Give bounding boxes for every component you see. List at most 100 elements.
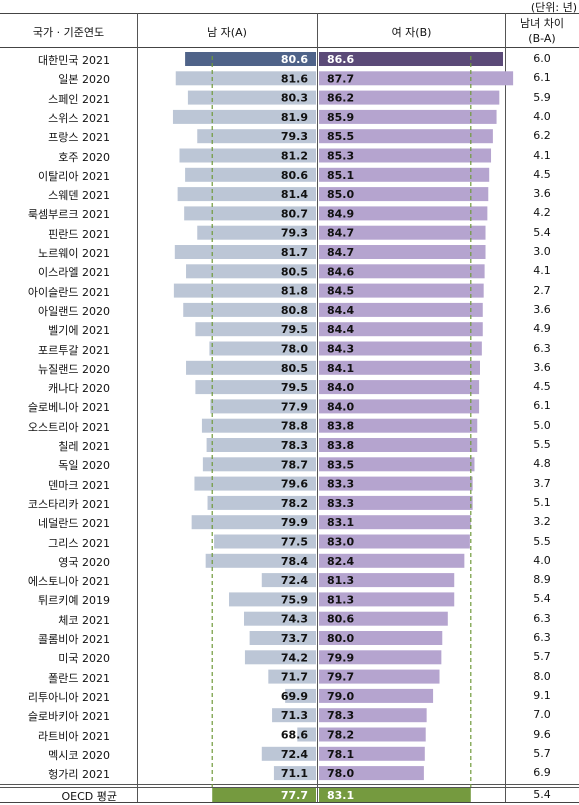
row-diff: 3.7 (533, 476, 551, 490)
row-diff: 6.9 (533, 766, 551, 780)
row-diff: 6.3 (533, 341, 551, 355)
row-diff: 4.5 (533, 167, 551, 181)
row-diff: 4.0 (533, 109, 551, 123)
bar-male (195, 380, 316, 395)
bar-female (319, 71, 514, 86)
bar-male (173, 283, 316, 298)
bar-male (210, 399, 316, 414)
label-male: 78.0 (281, 343, 308, 356)
bar-female (319, 457, 475, 472)
bar-male (197, 129, 316, 144)
label-female: 83.1 (327, 789, 354, 802)
bar-female (319, 264, 485, 279)
column-divider-sex (317, 13, 318, 803)
row-diff: 4.1 (533, 148, 551, 162)
label-male: 78.3 (281, 439, 308, 452)
label-female: 84.7 (327, 246, 354, 259)
bar-female (319, 148, 492, 163)
label-male: 75.9 (281, 593, 308, 606)
row-label: OECD 평균 (61, 790, 118, 803)
bar-female (319, 669, 440, 684)
row-diff: 5.1 (533, 495, 551, 509)
label-female: 85.1 (327, 169, 354, 182)
label-female: 85.0 (327, 188, 354, 201)
bar-male (261, 746, 316, 761)
bar-male (207, 495, 316, 510)
bar-male (186, 264, 316, 279)
label-male: 71.7 (281, 671, 308, 684)
row-label: 체코 2021 (58, 613, 110, 627)
row-label: 튀르키예 2019 (38, 594, 110, 608)
row-diff: 3.2 (533, 515, 551, 529)
bar-male (197, 225, 316, 240)
row-label: 아이슬란드 2021 (27, 285, 110, 299)
row-diff: 5.0 (533, 418, 551, 432)
unit-note: (단위: 년) (530, 1, 577, 14)
label-female: 84.3 (327, 343, 354, 356)
column-divider-diff (505, 13, 506, 803)
bar-male (261, 573, 316, 588)
row-label: 독일 2020 (58, 459, 110, 473)
row-diff: 8.9 (533, 573, 551, 587)
label-male: 72.4 (281, 574, 308, 587)
bar-female (319, 592, 455, 607)
bar-female (319, 727, 426, 742)
bar-male (179, 148, 316, 163)
header-female: 여 자(B) (391, 26, 432, 39)
bar-female (319, 631, 443, 645)
label-female: 83.5 (327, 458, 354, 471)
label-female: 80.6 (327, 613, 354, 626)
header-diff-formula: (B-A) (528, 32, 556, 45)
label-male: 81.6 (281, 72, 308, 85)
label-male: 79.3 (281, 227, 308, 240)
row-label: 벨기에 2021 (48, 324, 110, 338)
label-female: 84.9 (327, 207, 354, 220)
label-male: 72.4 (281, 748, 308, 761)
row-label: 콜롬비아 2021 (38, 633, 110, 646)
bar-male (205, 553, 316, 568)
row-label: 일본 2020 (58, 73, 110, 87)
label-male: 78.7 (281, 458, 308, 471)
bar-female (319, 573, 455, 588)
row-diff: 6.1 (533, 71, 551, 85)
bar-male (194, 476, 316, 491)
bar-male (175, 71, 316, 86)
label-female: 79.7 (327, 671, 354, 684)
label-male: 78.8 (281, 420, 308, 433)
bar-male (285, 688, 316, 703)
bar-female (319, 380, 480, 395)
row-diff: 5.4 (533, 592, 551, 606)
header-bottom-rule (0, 47, 579, 48)
label-male: 80.6 (281, 169, 308, 182)
label-male: 73.7 (281, 632, 308, 645)
header-top-rule (0, 13, 579, 14)
label-female: 87.7 (327, 72, 354, 85)
label-female: 79.0 (327, 690, 354, 703)
label-female: 82.4 (327, 555, 354, 568)
row-diff: 5.5 (533, 534, 551, 548)
label-female: 84.0 (327, 381, 354, 394)
row-label: 이스라엘 2021 (38, 266, 110, 280)
bar-female (319, 515, 471, 530)
row-diff: 4.9 (533, 322, 551, 336)
row-diff: 4.1 (533, 264, 551, 278)
row-label: 뉴질랜드 2020 (38, 362, 110, 376)
row-label: 호주 2020 (58, 150, 110, 164)
label-male: 69.9 (281, 690, 308, 703)
label-female: 83.8 (327, 439, 354, 452)
label-male: 71.1 (281, 767, 308, 780)
row-label: 리투아니아 2021 (27, 690, 110, 704)
row-diff: 5.4 (533, 225, 551, 239)
bar-male (209, 341, 316, 356)
row-label: 코스타리카 2021 (27, 497, 110, 511)
label-female: 78.3 (327, 709, 354, 722)
bar-female (319, 283, 484, 298)
row-label: 오스트리아 2021 (27, 420, 110, 434)
row-diff: 3.0 (533, 245, 551, 258)
row-label: 라트비아 2021 (38, 729, 110, 743)
row-label: 에스토니아 2021 (27, 575, 110, 589)
bar-male (249, 631, 316, 645)
bar-male (297, 727, 316, 742)
label-male: 68.6 (281, 729, 308, 742)
row-diff: 6.0 (533, 52, 551, 65)
